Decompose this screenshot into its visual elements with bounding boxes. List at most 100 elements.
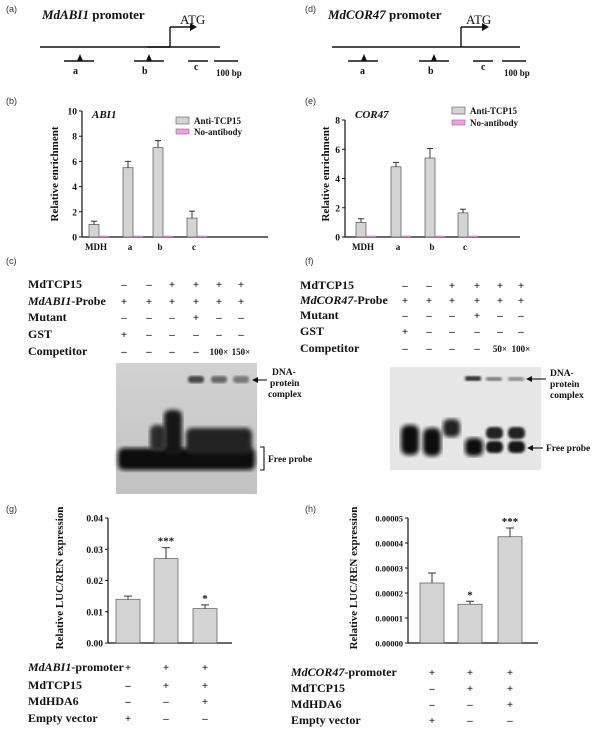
complex-label-c-2: protein [270,379,300,389]
luc-sign-g: + [202,680,208,692]
emsa-sign-c: + [169,296,175,308]
panel-letter-b: (b) [6,96,17,106]
significance-label-g: *** [158,536,175,548]
emsa-sign-c: + [238,296,244,308]
promoter-title-a: MdABI1 promoter [41,7,145,22]
emsa-sign-f: – [425,343,432,355]
emsa-sign-f: + [402,326,408,338]
emsa-row-label-c: Mutant [28,310,67,324]
luc-row-label-g: Empty vector [28,711,98,725]
panel-letter-h: (h) [305,504,316,514]
emsa-sign-c: + [238,279,244,291]
bar-anti-b [122,167,134,238]
emsa-sign-c: – [120,346,127,358]
dynamic-layer: 0 2 4 6 8 10 MDH a b c 0 2 4 6 8 MDH a b c MdTCP15 – – + + + + MdA… [27,108,538,727]
chip-ylabel-b: Relative enrichment [49,126,61,221]
complex-label-c-3: complex [268,390,302,400]
emsa-sign-f: – [473,326,480,338]
bar-h [419,582,445,644]
emsa-sign-f: + [518,280,524,292]
bar-anti-e [457,212,469,238]
luc-sign-g: + [125,713,131,725]
luc-sign-g: – [162,696,169,708]
x-tick-label-e: c [463,242,467,252]
x-tick-label-b: c [192,242,196,252]
emsa-sign-c: – [215,312,222,324]
site-label-b-d: b [428,66,434,77]
x-tick-label-e: a [396,242,401,252]
emsa-sign-f: + [449,295,455,307]
panel-letter-d: (d) [305,4,316,14]
y-tick-label-g: 0.03 [86,546,103,556]
luc-row-label-h: MdCOR47-promoter [290,665,397,679]
bar-anti-e [390,166,402,238]
chip-gene-label-b: ABI1 [91,109,116,121]
luc-sign-g: + [163,680,169,692]
emsa-sign-f: + [497,280,503,292]
bar-noab-b [98,235,110,238]
free-probe-arrow-f [527,445,533,451]
legend-label-anti-e: Anti-TCP15 [470,106,517,116]
complex-arrow-c [252,377,258,383]
bar-noab-b [132,235,144,238]
free-probe-band-f [401,425,419,455]
promoter-diagram-a: MdABI1 promoter ATG a b c 100 bp [40,7,242,78]
y-tick-label-h: 0.00002 [375,589,403,599]
luc-sign-g: + [125,662,131,674]
binding-site-b-marker [146,54,152,61]
luc-row-label-g: MdABI1-promoter [27,660,124,674]
luc-row-label-h: Empty vector [291,713,361,727]
site-label-c: c [194,62,199,73]
luc-sign-g: – [201,713,208,725]
emsa-sign-f: – [448,326,455,338]
legend-swatch-noab-b [175,128,190,135]
luc-row-label-g: MdHDA6 [28,694,79,708]
legend-swatch-anti-b [175,116,190,125]
panel-letter-g: (g) [6,504,17,514]
emsa-sign-c: + [216,296,222,308]
binding-site-a-marker [77,54,83,61]
luc-ylabel-h: Relative LUC/REN expression [348,507,360,650]
bar-anti-e [355,222,367,238]
luc-sign-h: + [507,699,513,711]
binding-site-a-marker-d [361,54,367,61]
significance-label-h: *** [502,516,519,528]
binding-site-b-marker-d [431,54,437,61]
emsa-row-label-c: MdTCP15 [28,277,82,291]
chip-gene-label-e: COR47 [355,109,389,121]
emsa-sign-f: + [474,295,480,307]
site-label-a-d: a [360,66,365,77]
emsa-sign-c: 100× [210,347,229,357]
luc-sign-h: + [467,667,473,679]
luc-sign-h: – [506,715,513,727]
luc-sign-h: – [428,683,435,695]
y-tick-label-b: 10 [68,108,78,118]
emsa-sign-f: + [497,295,503,307]
emsa-sign-c: + [121,296,127,308]
x-tick-label-b: MDH [85,242,107,252]
bar-g [115,598,141,644]
free-probe-label-f: Free probe [546,444,590,454]
y-tick-label-e: 6 [335,146,340,156]
emsa-sign-f: + [402,295,408,307]
emsa-sign-f: + [449,280,455,292]
y-tick-label-b: 8 [72,133,77,143]
y-tick-label-g: 0.04 [86,515,103,525]
emsa-sign-c: – [145,279,152,291]
y-tick-label-b: 2 [72,208,77,218]
bar-noab-e [400,235,412,238]
significance-label-g: * [202,593,208,605]
complex-label-f-3: complex [550,391,584,401]
emsa-sign-c: – [237,329,244,341]
y-tick-label-h: 0.00000 [375,639,403,649]
luc-sign-h: + [467,683,473,695]
y-tick-label-b: 6 [72,158,77,168]
bar-noab-b [162,235,174,238]
emsa-sign-f: – [425,280,432,292]
bar-anti-b [152,147,164,238]
bar-anti-b [88,224,100,238]
chip-chart-e: COR47 Relative enrichment Anti-TCP15 No-… [320,106,519,222]
complex-arrow-f [526,376,532,382]
y-tick-label-h: 0.00005 [375,514,403,524]
